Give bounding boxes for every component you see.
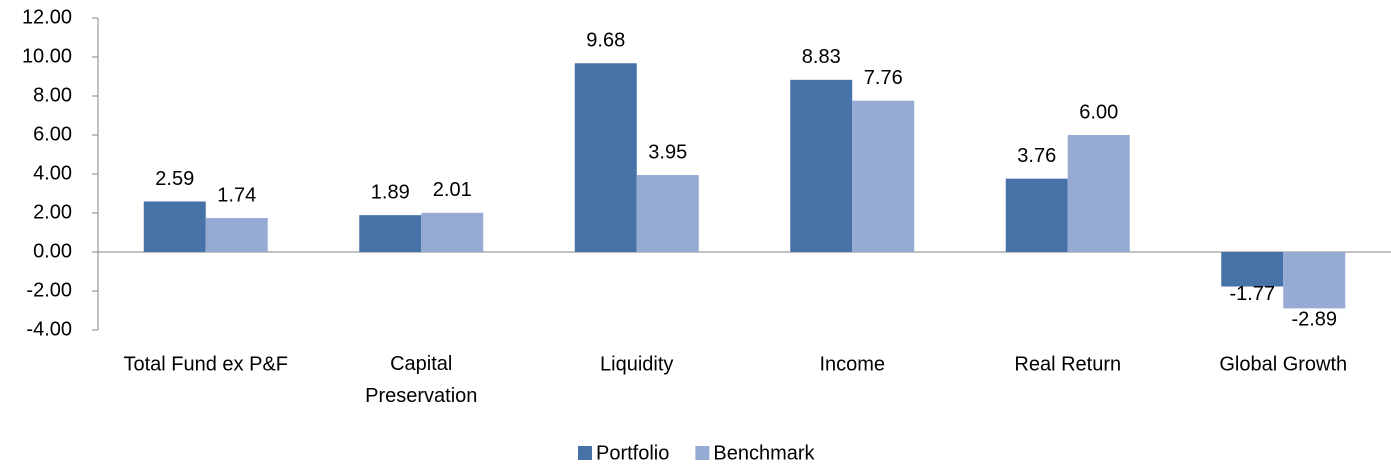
bar: [852, 100, 915, 253]
legend-swatch: [695, 446, 710, 460]
data-label: 6.00: [1079, 101, 1118, 123]
bar: [790, 79, 853, 252]
data-label: 8.83: [802, 46, 841, 68]
data-label: 1.89: [371, 181, 410, 203]
x-tick-label: Income: [819, 353, 885, 375]
bar: [636, 174, 699, 252]
data-label: 2.01: [433, 179, 472, 201]
y-tick-label: -2.00: [26, 279, 72, 301]
data-label: 7.76: [864, 67, 903, 89]
data-label: -1.77: [1229, 283, 1275, 305]
bar: [143, 201, 206, 252]
x-tick-label: Real Return: [1014, 353, 1121, 375]
data-label: 2.59: [155, 168, 194, 190]
bar: [359, 215, 422, 252]
legend-label: Benchmark: [713, 442, 815, 464]
bar: [1283, 252, 1346, 309]
bar: [205, 218, 268, 252]
y-tick-label: 10.00: [22, 45, 72, 67]
data-label: 3.95: [648, 141, 687, 163]
x-tick-label: Liquidity: [600, 353, 673, 375]
bar: [1005, 178, 1068, 252]
bar: [1221, 252, 1284, 287]
data-label: 1.74: [217, 184, 256, 206]
y-tick-label: -4.00: [26, 318, 72, 340]
y-tick-label: 12.00: [22, 6, 72, 28]
y-tick-label: 6.00: [33, 123, 72, 145]
y-tick-label: 2.00: [33, 201, 72, 223]
y-tick-label: 0.00: [33, 240, 72, 262]
legend-swatch: [578, 446, 592, 460]
x-tick-label: Global Growth: [1219, 353, 1347, 375]
y-tick-label: 8.00: [33, 84, 72, 106]
data-label: -2.89: [1291, 309, 1337, 331]
data-label: 9.68: [586, 30, 625, 52]
data-label: 3.76: [1017, 145, 1056, 167]
x-tick-label: Total Fund ex P&F: [123, 353, 288, 375]
x-tick-label: Capital Preservation: [365, 353, 477, 407]
bar: [1067, 135, 1130, 252]
bar: [421, 212, 484, 252]
y-tick-label: 4.00: [33, 162, 72, 184]
legend-label: Portfolio: [596, 442, 669, 464]
bar: [574, 63, 637, 252]
